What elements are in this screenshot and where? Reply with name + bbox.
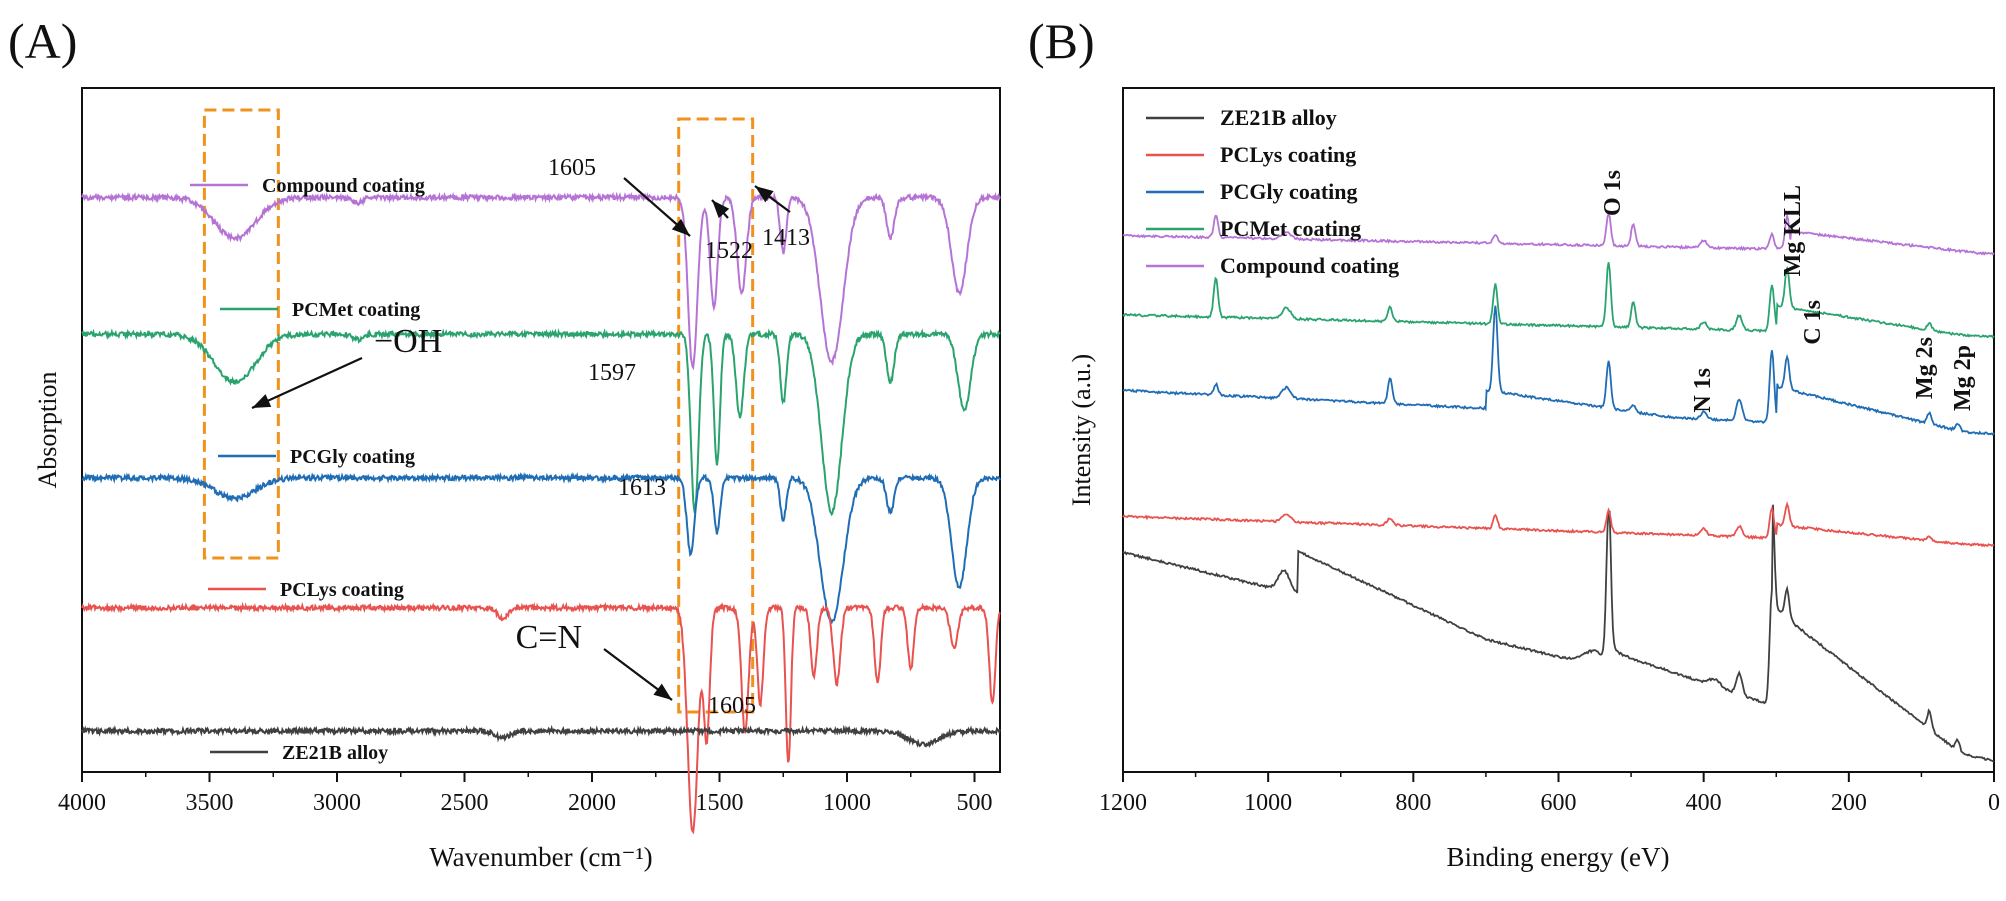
ftir-annotation-5: −OH — [374, 323, 442, 360]
xps-legend: ZE21B alloy PCLys coating PCGly coating PCM… — [1146, 105, 1399, 278]
xps-x-tick-label-1200: 1200 — [1099, 790, 1147, 816]
xps-x-tick-label-600: 600 — [1541, 790, 1577, 816]
xps-series-pclys-coating — [1122, 501, 1995, 548]
ftir-arrow-head-2 — [712, 200, 730, 219]
xps-legend-label-pcgly-coating: PCGly coating — [1220, 179, 1358, 204]
xps-x-axis-label: Binding energy (eV) — [1447, 842, 1670, 872]
ftir-x-tick-label-3000: 3000 — [313, 790, 361, 816]
xps-peak-label-o-1s: O 1s — [1600, 170, 1626, 216]
ftir-arrow-head-1 — [671, 218, 690, 236]
ftir-legend-label-pclys-coating: PCLys coating — [280, 579, 404, 601]
xps-x-tick-label-200: 200 — [1831, 790, 1867, 816]
ftir-x-tick-label-1500: 1500 — [696, 790, 744, 816]
ftir-annotations: 1605 1522 1413 1597 −OH 1613 C=N 1605 — [251, 155, 810, 719]
xps-x-tick-label-800: 800 — [1395, 790, 1431, 816]
xps-chart: ZE21B alloy PCLys coating PCGly coating PCM… — [1067, 87, 2000, 872]
panel-label-b: (B) — [1028, 13, 1095, 69]
ftir-legend-label-pcgly-coating: PCGly coating — [290, 446, 415, 468]
xps-peak-label-mg-kll: Mg KLL — [1780, 185, 1806, 276]
xps-peak-label-mg-2s: Mg 2s — [1912, 337, 1938, 399]
ftir-legend-label-pcmet-coating: PCMet coating — [292, 299, 420, 321]
ftir-x-tick-label-4000: 4000 — [58, 790, 106, 816]
xps-x-tick-label-400: 400 — [1686, 790, 1722, 816]
ftir-x-tick-label-500: 500 — [957, 790, 993, 816]
ftir-legend-label-compound-coating: Compound coating — [262, 175, 425, 197]
ftir-arrow-line-4 — [251, 356, 363, 410]
ftir-arrow-head-4 — [252, 394, 272, 408]
ftir-series-pclys-coating — [81, 601, 1001, 835]
ftir-x-tick-label-2000: 2000 — [568, 790, 616, 816]
ftir-x-axis: 4000 3500 3000 2500 2000 1500 1000 500 — [58, 772, 993, 816]
ftir-x-tick-label-1000: 1000 — [823, 790, 871, 816]
xps-peak-label-c-1s: C 1s — [1800, 300, 1826, 345]
xps-legend-label-pcmet-coating: PCMet coating — [1220, 216, 1361, 241]
ftir-annotation-1: 1605 — [548, 155, 596, 181]
xps-legend-label-ze21b-alloy: ZE21B alloy — [1220, 105, 1337, 130]
xps-x-tick-label-0: 0 — [1988, 790, 2000, 816]
ftir-x-axis-label: Wavenumber (cm⁻¹) — [429, 842, 652, 872]
xps-series-ze21b-alloy — [1122, 504, 1995, 763]
ftir-x-tick-label-3500: 3500 — [186, 790, 234, 816]
ftir-highlight-box-2 — [677, 117, 755, 714]
ftir-legend-label-ze21b-alloy: ZE21B alloy — [282, 742, 388, 764]
ftir-y-axis-label: Absorption — [33, 372, 62, 489]
ftir-annotation-7: C=N — [516, 619, 582, 656]
ftir-x-tick-label-2500: 2500 — [441, 790, 489, 816]
ftir-annotation-3: 1413 — [762, 225, 810, 251]
ftir-annotation-6: 1613 — [618, 475, 666, 501]
ftir-series-ze21b-alloy — [81, 724, 1001, 748]
ftir-arrow-head-5 — [653, 683, 672, 700]
xps-series-compound-coating — [1122, 211, 1995, 256]
xps-series-pcmet-coating — [1122, 262, 1995, 339]
ftir-series-group — [81, 191, 1001, 835]
xps-x-axis: 1200 1000 800 600 400 200 0 — [1099, 772, 2000, 816]
ftir-series-pcmet-coating — [81, 328, 1001, 517]
ftir-annotation-2: 1522 — [705, 238, 753, 264]
xps-series-group — [1122, 211, 1995, 763]
ftir-annotation-8: 1605 — [708, 693, 756, 719]
ftir-plot-frame — [81, 87, 1001, 773]
xps-y-axis-label: Intensity (a.u.) — [1067, 354, 1096, 506]
xps-series-pcgly-coating — [1122, 305, 1995, 437]
ftir-series-pcgly-coating — [81, 471, 1001, 625]
xps-legend-label-compound-coating: Compound coating — [1220, 253, 1399, 278]
xps-x-tick-label-1000: 1000 — [1244, 790, 1292, 816]
ftir-series-compound-coating — [81, 191, 1001, 371]
xps-legend-label-pclys-coating: PCLys coating — [1220, 142, 1356, 167]
ftir-highlight-box-1 — [202, 108, 280, 560]
xps-peak-labels: O 1s Mg KLL C 1s N 1s Mg 2s Mg 2p — [1600, 170, 1976, 413]
xps-peak-label-n-1s: N 1s — [1690, 368, 1716, 413]
xps-peak-label-mg-2p: Mg 2p — [1950, 345, 1976, 411]
panel-label-a: (A) — [8, 13, 77, 69]
ftir-highlight-boxes — [202, 108, 755, 714]
ftir-trace-labels: Compound coating PCMet coating PCGly coati… — [190, 175, 425, 764]
ftir-chart: Compound coating PCMet coating PCGly coati… — [33, 87, 1001, 872]
ftir-annotation-4: 1597 — [588, 360, 636, 386]
ftir-arrow-head-3 — [755, 186, 774, 203]
